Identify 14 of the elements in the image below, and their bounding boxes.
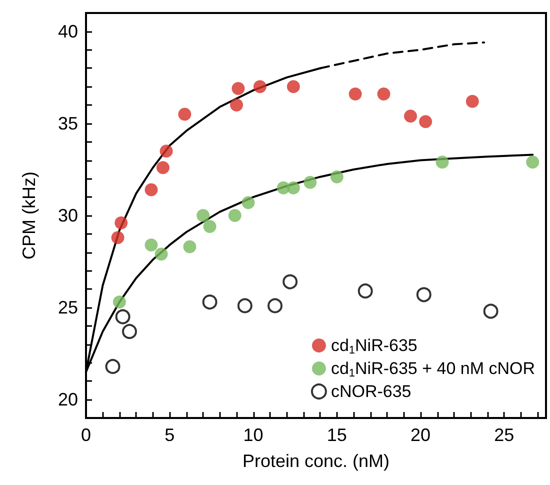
x-tick-label: 10 — [243, 425, 264, 445]
x-axis-title: Protein conc. (nM) — [242, 451, 390, 471]
legend-label: cNOR-635 — [330, 382, 412, 401]
y-axis-title: CPM (kHz) — [19, 172, 39, 260]
x-tick-label: 25 — [494, 425, 514, 445]
x-tick-label: 15 — [326, 425, 347, 445]
x-tick-label: 20 — [410, 425, 431, 445]
y-tick-label: 20 — [58, 390, 78, 410]
x-tick-label: 5 — [164, 425, 175, 445]
y-tick-label: 30 — [58, 206, 78, 226]
y-tick-label: 40 — [58, 21, 78, 42]
y-tick-label: 25 — [58, 298, 78, 318]
x-tick-label: 0 — [80, 425, 92, 445]
y-tick-label: 35 — [58, 113, 78, 134]
